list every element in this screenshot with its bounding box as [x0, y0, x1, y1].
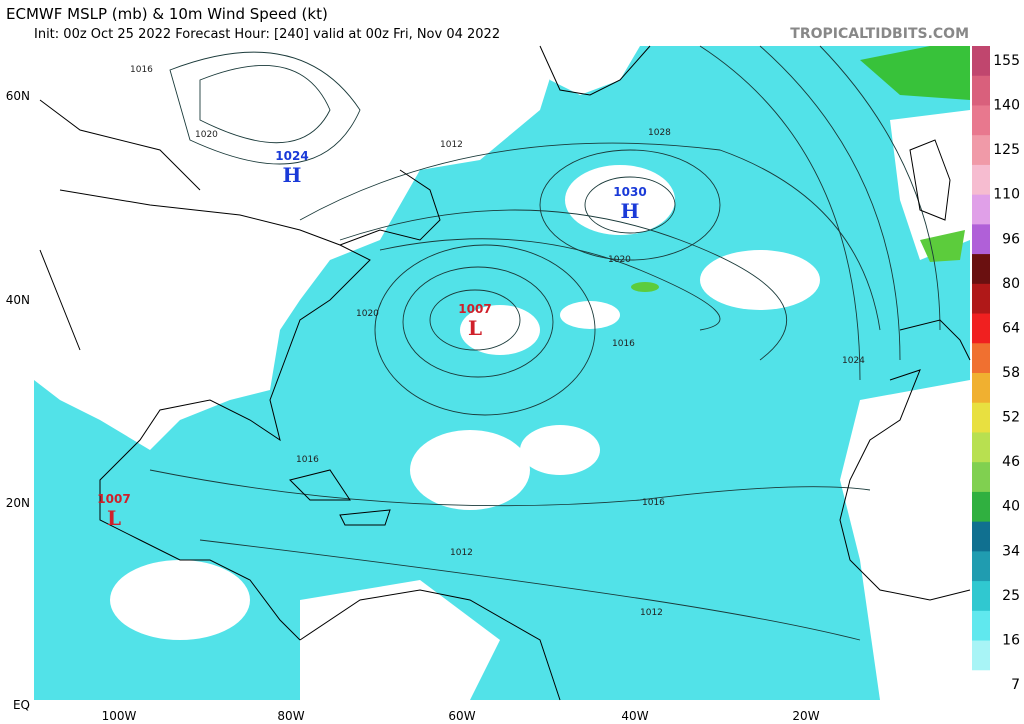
colorbar-swatch — [972, 283, 990, 315]
lon-label: 100W — [102, 709, 137, 723]
isobar-label: 1012 — [440, 140, 463, 150]
isobar-label: 1020 — [608, 255, 631, 265]
center-value: 1030 — [613, 185, 646, 199]
title: ECMWF MSLP (mb) & 10m Wind Speed (kt) — [6, 5, 328, 23]
colorbar-swatch — [972, 105, 990, 136]
lon-label: 20W — [792, 709, 819, 723]
colorbar-swatch — [972, 224, 990, 255]
colorbar-label: 96 — [1002, 231, 1020, 247]
colorbar-swatch — [972, 313, 990, 344]
colorbar-swatch — [972, 373, 990, 404]
colorbar-label: 58 — [1002, 365, 1020, 381]
center-letter: H — [283, 163, 302, 187]
colorbar-label: 40 — [1002, 499, 1020, 515]
isobar-label: 1016 — [642, 498, 665, 508]
subtitle: Init: 00z Oct 25 2022 Forecast Hour: [24… — [34, 27, 500, 42]
colorbar-swatch — [972, 670, 990, 701]
colorbar-swatch — [972, 46, 990, 77]
colorbar-swatch — [972, 164, 990, 196]
lat-label: EQ — [13, 698, 30, 712]
colorbar-swatch — [972, 135, 990, 166]
colorbar-label: 80 — [1002, 276, 1020, 292]
colorbar-swatch — [972, 551, 990, 582]
lat-label: 40N — [6, 293, 30, 307]
colorbar-swatch — [972, 610, 990, 642]
colorbar-swatch — [972, 581, 990, 612]
center-letter: H — [621, 199, 640, 223]
lon-label: 60W — [448, 709, 475, 723]
isobar-label: 1024 — [842, 356, 865, 366]
colorbar-swatch — [972, 194, 990, 225]
colorbar-swatch — [972, 254, 990, 285]
colorbar-swatch — [972, 343, 990, 374]
colorbar-label: 140 — [993, 98, 1020, 114]
colorbar-label: 16 — [1002, 632, 1020, 648]
colorbar-swatch — [972, 432, 990, 463]
isobar-label: 1020 — [356, 309, 379, 319]
lat-label: 20N — [6, 496, 30, 510]
lon-label: 40W — [621, 709, 648, 723]
colorbar-label: 125 — [993, 142, 1020, 158]
center-value: 1024 — [275, 149, 308, 163]
colorbar-swatch — [972, 402, 990, 433]
isobar-label: 1012 — [640, 608, 663, 618]
isobar-label: 1016 — [612, 339, 635, 349]
isobar-label: 1016 — [296, 455, 319, 465]
colorbar-label: 110 — [993, 187, 1020, 203]
colorbar-label: 64 — [1002, 320, 1020, 336]
lon-label: 80W — [277, 709, 304, 723]
colorbar-swatch — [972, 75, 990, 106]
center-value: 1007 — [97, 492, 130, 506]
colorbar-label: 52 — [1002, 410, 1020, 426]
center-letter: L — [468, 316, 482, 340]
colorbar-label: 25 — [1002, 588, 1020, 604]
colorbar-swatch — [972, 640, 990, 671]
colorbar-label: 7 — [1011, 677, 1020, 693]
isobar-label: 1012 — [450, 548, 473, 558]
colorbar-swatch — [972, 462, 990, 493]
colorbar: 155 140 125 110 96 80 64 58 52 46 40 34 25 16 7 — [972, 46, 1020, 701]
map — [34, 45, 971, 701]
colorbar-label: 34 — [1002, 543, 1020, 559]
brand: TROPICALTIDBITS.COM — [790, 26, 969, 42]
center-letter: L — [107, 506, 121, 530]
isobar-label: 1028 — [648, 128, 671, 138]
colorbar-label: 46 — [1002, 454, 1020, 470]
colorbar-swatch — [972, 491, 990, 523]
center-value: 1007 — [458, 302, 491, 316]
isobar-label: 1020 — [195, 130, 218, 140]
isobar-label: 1016 — [130, 65, 153, 75]
colorbar-label: 155 — [993, 53, 1020, 69]
colorbar-swatch — [972, 521, 990, 552]
lat-label: 60N — [6, 89, 30, 103]
